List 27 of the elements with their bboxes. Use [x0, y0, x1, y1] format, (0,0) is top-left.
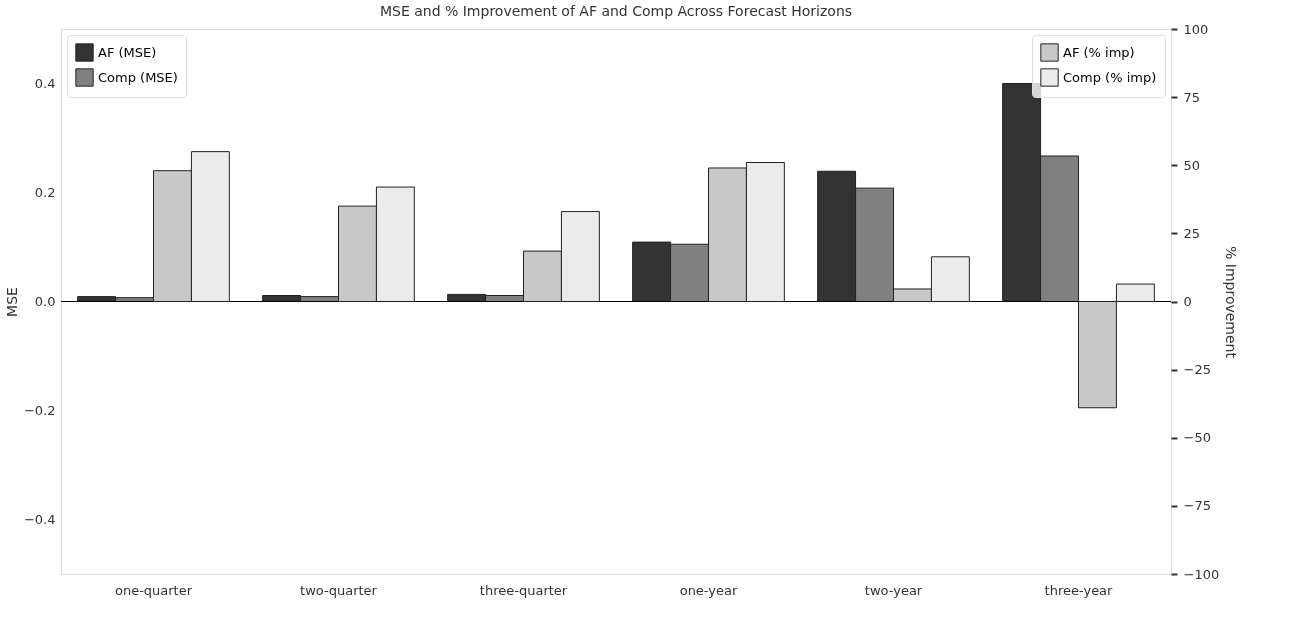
y2-tick-label: 0 — [1183, 294, 1192, 309]
x-tick-label: one-year — [679, 582, 738, 598]
y-tick-label: 0.4 — [34, 76, 56, 91]
y-tick-label: 0.0 — [34, 294, 56, 309]
y2-tick-label: 25 — [1183, 225, 1201, 241]
y2-tick-label: −100 — [1183, 566, 1220, 582]
y2-tick-label: 100 — [1183, 21, 1209, 37]
chart-title: MSE and % Improvement of AF and Comp Across Forecast Horizons — [379, 3, 853, 19]
legend-label: Comp (MSE) — [98, 69, 178, 85]
y2-tick-label: −25 — [1183, 362, 1211, 378]
y2-tick-label: 75 — [1183, 89, 1201, 105]
x-tick-label: three-year — [1044, 582, 1114, 598]
legend-label: AF (MSE) — [98, 44, 157, 60]
y-tick-label: 0.2 — [34, 185, 56, 200]
x-tick-label: one-quarter — [114, 582, 193, 598]
y-tick-label: −0.2 — [23, 403, 56, 418]
x-tick-label: two-quarter — [300, 582, 378, 598]
legend-label: AF (% imp) — [1063, 44, 1135, 60]
legend-label: Comp (% imp) — [1063, 69, 1157, 85]
y-tick-label: −0.4 — [23, 512, 56, 527]
x-tick-label: two-year — [864, 582, 923, 598]
y-axis-title: MSE — [3, 287, 20, 317]
x-tick-label: three-quarter — [479, 582, 568, 598]
y2-axis-title: % Improvement — [1223, 246, 1240, 359]
y2-tick-label: −50 — [1183, 430, 1211, 446]
y2-tick-label: 50 — [1183, 157, 1201, 173]
y2-tick-label: −75 — [1183, 498, 1211, 514]
